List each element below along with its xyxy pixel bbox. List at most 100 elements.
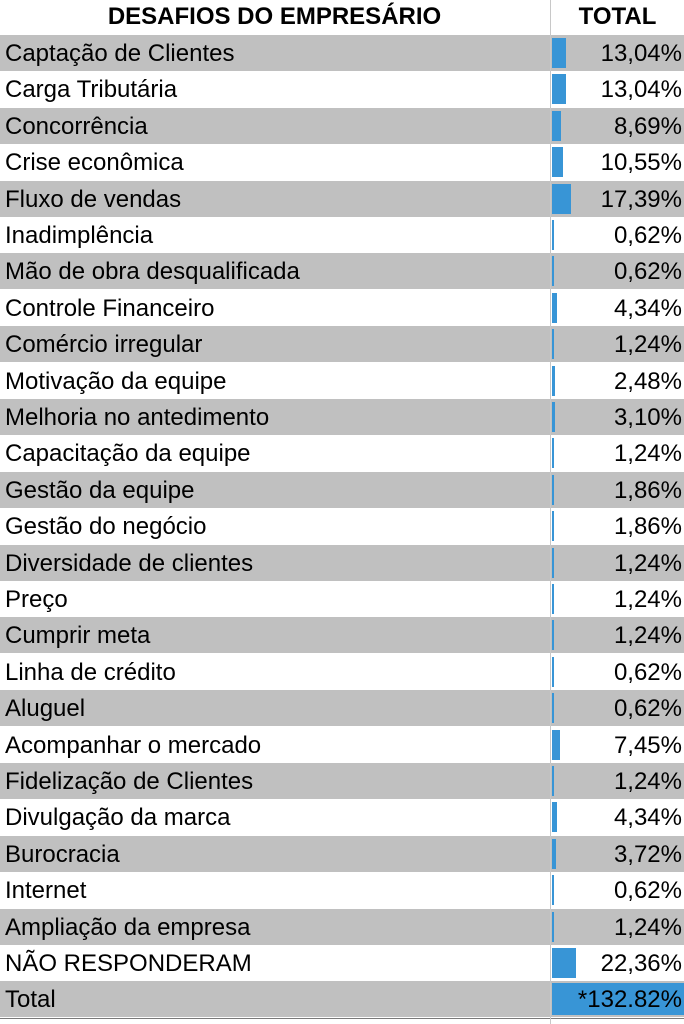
data-bar: [552, 110, 562, 141]
table-row: Internet 0,62%: [0, 872, 684, 908]
data-bar: [552, 256, 554, 287]
column-divider: [550, 0, 551, 1024]
row-value: 4,34%: [613, 294, 682, 322]
data-bar: [552, 911, 554, 942]
row-label: Fluxo de vendas: [5, 185, 182, 213]
table-row: Capacitação da equipe 1,24%: [0, 435, 684, 471]
row-value: 1,24%: [613, 913, 682, 941]
row-value: 1,24%: [613, 440, 682, 468]
data-bar: [552, 875, 554, 906]
row-label: Inadimplência: [5, 222, 154, 249]
row-value: 1,24%: [613, 622, 682, 650]
row-label: Gestão do negócio: [5, 513, 207, 541]
row-label: Mão de obra desqualificada: [5, 258, 300, 286]
row-value: 4,34%: [613, 804, 682, 832]
row-value: 1,24%: [613, 549, 682, 577]
table-row: Comércio irregular 1,24%: [0, 326, 684, 363]
header-label: DESAFIOS DO EMPRESÁRIO: [107, 3, 442, 30]
table-row: Diversidade de clientes 1,24%: [0, 544, 684, 581]
row-label: Melhoria no antedimento: [5, 404, 270, 431]
header-total: TOTAL: [578, 3, 657, 30]
row-value: 3,72%: [613, 840, 682, 868]
total-row: Total *132.82%: [0, 981, 684, 1018]
row-value: 17,39%: [600, 185, 682, 213]
table-row: Acompanhar o mercado 7,45%: [0, 727, 684, 763]
total-value: *132.82%: [577, 986, 682, 1014]
table-row: Concorrência 8,69%: [0, 107, 684, 144]
row-label: Ampliação da empresa: [5, 913, 251, 941]
row-label: Fidelização de Clientes: [5, 768, 254, 795]
table-row: Carga Tributária 13,04%: [0, 71, 684, 107]
total-bar: [552, 983, 684, 1016]
data-bar: [552, 147, 564, 178]
row-label: Concorrência: [5, 112, 148, 140]
table-row: Crise econômica 10,55%: [0, 144, 684, 180]
row-value: 2,48%: [613, 367, 682, 395]
data-bar: [552, 474, 554, 505]
row-value: 1,24%: [613, 768, 682, 795]
data-bar: [552, 220, 554, 250]
row-value: 0,62%: [613, 658, 682, 686]
table-row: Controle Financeiro 4,34%: [0, 290, 684, 326]
table-row: Cumprir meta 1,24%: [0, 617, 684, 654]
row-value: 0,62%: [613, 877, 682, 905]
row-value: 0,62%: [613, 695, 682, 723]
table-row: Captação de Clientes 13,04%: [0, 35, 684, 71]
header-row: DESAFIOS DO EMPRESÁRIO TOTAL: [0, 0, 684, 34]
row-label: Crise econômica: [5, 149, 184, 177]
total-label: Total: [5, 986, 56, 1014]
row-label: Gestão da equipe: [5, 476, 195, 504]
data-bar: [552, 183, 571, 214]
table-row: NÃO RESPONDERAM 22,36%: [0, 945, 684, 981]
row-value: 13,04%: [600, 40, 682, 67]
row-label: Diversidade de clientes: [5, 549, 254, 577]
data-bar: [552, 838, 556, 869]
row-value: 1,24%: [613, 586, 682, 613]
table-row: Motivação da equipe 2,48%: [0, 363, 684, 399]
row-label: Aluguel: [5, 695, 86, 723]
table-row: Linha de crédito 0,62%: [0, 654, 684, 690]
row-label: NÃO RESPONDERAM: [5, 950, 252, 977]
row-label: Capacitação da equipe: [5, 440, 251, 468]
table-row: Divulgação da marca 4,34%: [0, 799, 684, 835]
row-value: 3,10%: [613, 404, 682, 431]
row-value: 10,55%: [600, 149, 682, 177]
data-bar: [552, 365, 555, 396]
data-bar: [552, 584, 554, 614]
row-value: 1,24%: [613, 331, 682, 359]
table-row: Aluguel 0,62%: [0, 690, 684, 727]
data-bar: [552, 766, 554, 796]
row-label: Preço: [5, 586, 68, 613]
row-label: Captação de Clientes: [5, 40, 235, 67]
data-bar: [552, 438, 554, 469]
table-row: Gestão da equipe 1,86%: [0, 471, 684, 508]
data-bar: [552, 511, 554, 542]
row-value: 8,69%: [613, 112, 682, 140]
row-label: Linha de crédito: [5, 658, 176, 686]
row-label: Internet: [5, 877, 87, 905]
data-bar: [552, 329, 554, 360]
row-label: Burocracia: [5, 840, 120, 868]
table-row: Preço 1,24%: [0, 581, 684, 617]
row-value: 1,86%: [613, 513, 682, 541]
row-value: 7,45%: [613, 731, 682, 759]
row-value: 22,36%: [600, 950, 682, 977]
data-bar: [552, 74, 566, 105]
table-row: Inadimplência 0,62%: [0, 217, 684, 253]
row-label: Carga Tributária: [5, 76, 178, 104]
data-bar: [552, 292, 557, 323]
table-row: Burocracia 3,72%: [0, 835, 684, 872]
row-value: 1,86%: [613, 476, 682, 504]
row-value: 0,62%: [613, 258, 682, 286]
table-bottom-border: [0, 1017, 684, 1019]
row-label: Cumprir meta: [5, 622, 151, 650]
data-bar: [552, 729, 560, 760]
table-row: Melhoria no antedimento 3,10%: [0, 399, 684, 435]
table-row: Fidelização de Clientes 1,24%: [0, 763, 684, 799]
table-row: Gestão do negócio 1,86%: [0, 508, 684, 544]
data-bar: [552, 38, 566, 68]
data-bar: [552, 693, 554, 724]
data-bar: [552, 620, 554, 651]
row-label: Divulgação da marca: [5, 804, 231, 832]
